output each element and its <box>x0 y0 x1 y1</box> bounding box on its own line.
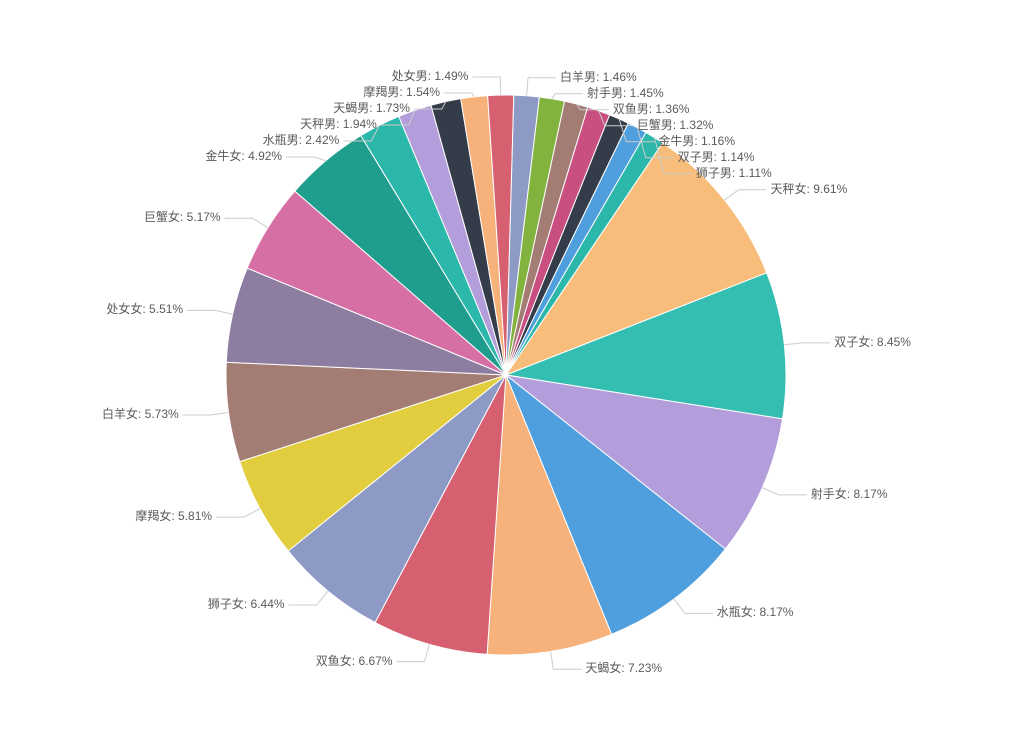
leader-line <box>216 509 260 518</box>
leader-line <box>551 651 582 669</box>
leader-line <box>527 78 556 96</box>
leader-line <box>444 93 474 97</box>
leader-line <box>674 599 713 613</box>
leader-line <box>472 77 500 95</box>
leader-line <box>762 488 806 495</box>
leader-line <box>552 94 583 99</box>
leader-line <box>289 591 328 605</box>
leader-line <box>183 413 229 415</box>
leader-line <box>784 343 830 345</box>
leader-line <box>725 190 767 200</box>
leader-line <box>187 310 233 314</box>
pie-svg <box>0 0 1012 743</box>
leader-line <box>396 644 429 661</box>
pie-chart: 白羊男: 1.46%射手男: 1.45%双鱼男: 1.36%巨蟹男: 1.32%… <box>0 0 1012 743</box>
leader-line <box>225 218 268 227</box>
leader-line <box>286 157 326 161</box>
